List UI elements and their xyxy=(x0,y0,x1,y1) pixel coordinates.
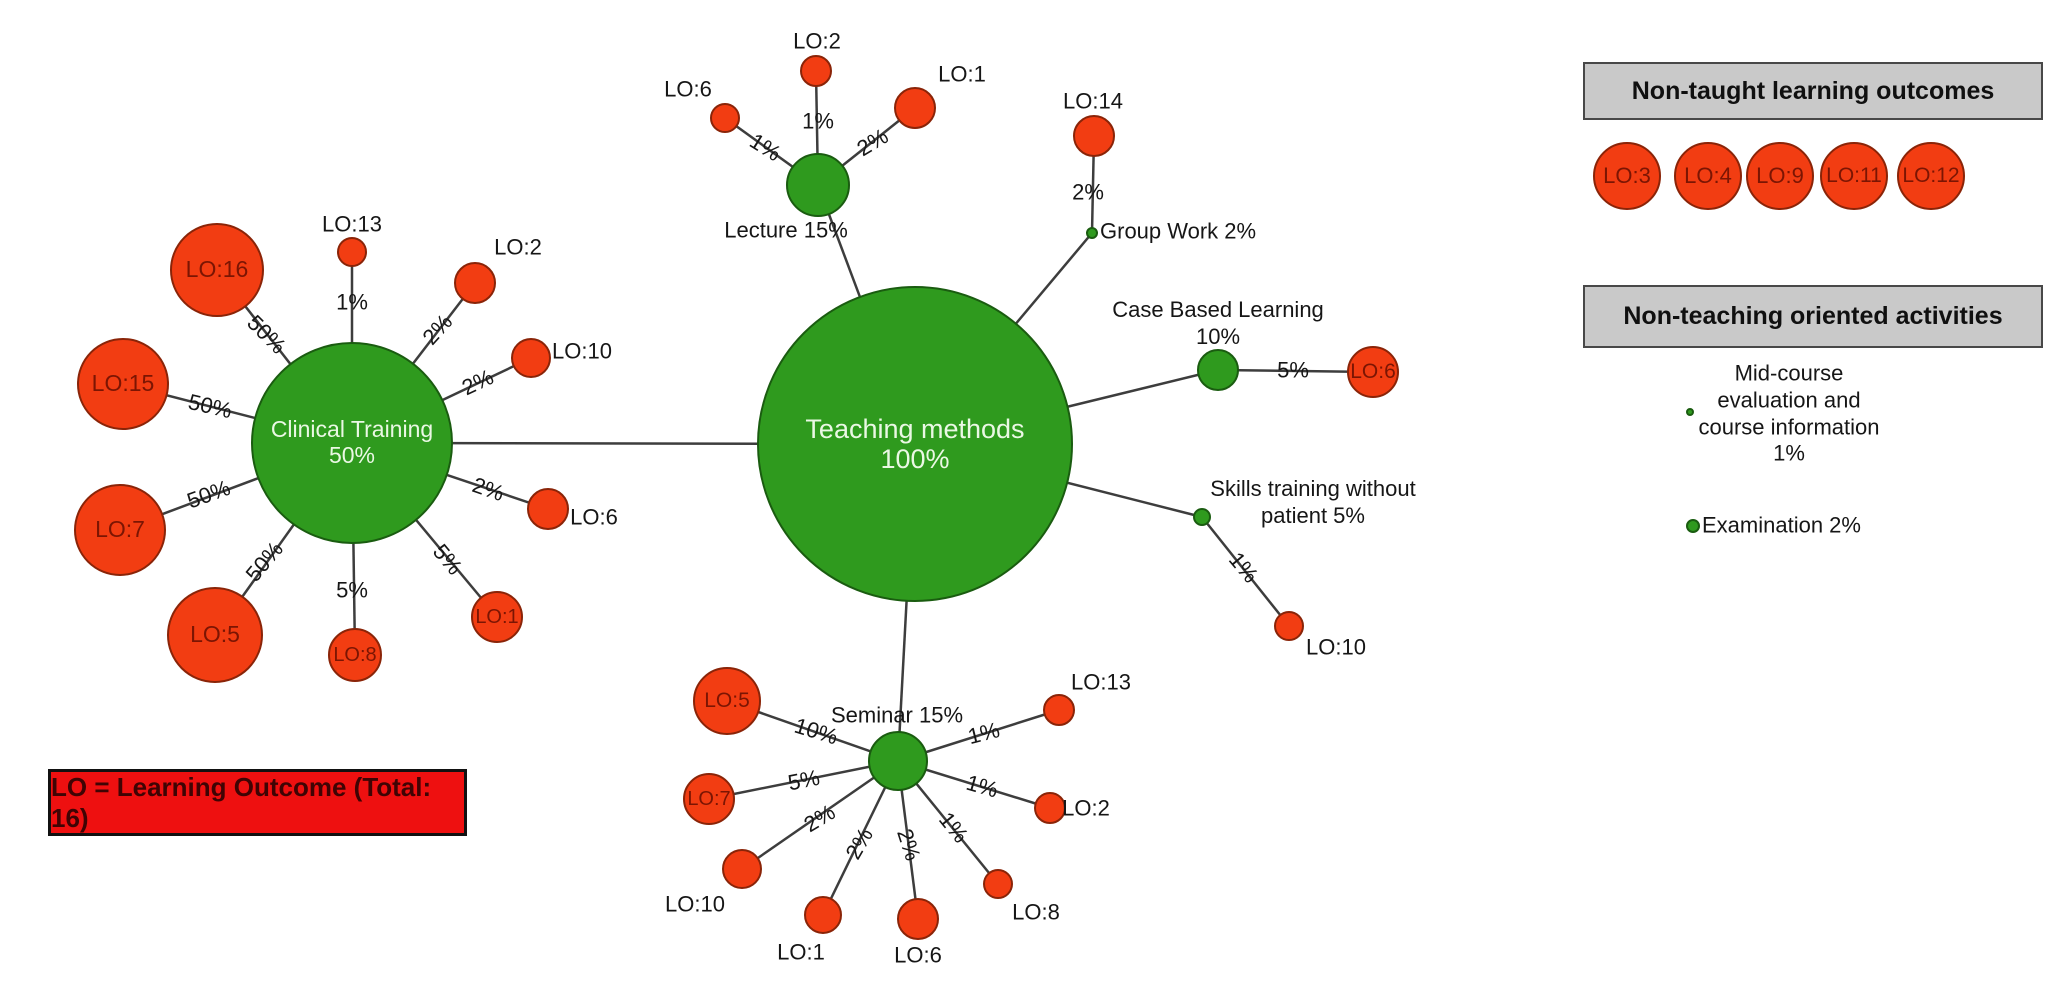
node-clinical-lo15: LO:15 xyxy=(77,338,169,430)
pct-cbl-lo6: 5% xyxy=(1277,357,1309,383)
node-nontaught-lo11: LO:11 xyxy=(1820,142,1888,210)
edge-seminar-seminar-lo7 xyxy=(708,759,899,801)
node-clinical-lo8: LO:8 xyxy=(328,628,382,682)
label-lecture-lo2: LO:2 xyxy=(793,28,841,54)
label-clinical-lo10: LO:10 xyxy=(552,338,612,364)
node-clinical-lo2 xyxy=(454,262,496,304)
label-skills-training: Skills training without patient 5% xyxy=(1210,476,1416,528)
node-clinical-lo5: LO:5 xyxy=(167,587,263,683)
label-clinical-lo2: LO:2 xyxy=(494,234,542,260)
node-nontaught-lo9: LO:9 xyxy=(1746,142,1814,210)
node-skills-lo10 xyxy=(1274,611,1304,641)
node-case-based-learning xyxy=(1197,349,1239,391)
non-teaching-header: Non-teaching oriented activities xyxy=(1583,285,2043,348)
node-clinical-lo6 xyxy=(527,488,569,530)
label-examination: Examination 2% xyxy=(1702,512,1861,538)
label-skills-lo10: LO:10 xyxy=(1306,634,1366,660)
label-case-based-learning: Case Based Learning 10% xyxy=(1112,297,1324,349)
node-clinical-lo16: LO:16 xyxy=(170,223,264,317)
label-clinical-lo6: LO:6 xyxy=(570,504,618,530)
label-seminar-lo1: LO:1 xyxy=(777,939,825,965)
label-group-work: Group Work 2% xyxy=(1100,218,1257,244)
node-seminar-lo1 xyxy=(804,896,842,934)
label-clinical-lo13: LO:13 xyxy=(322,211,382,237)
node-clinical-training: Clinical Training 50% xyxy=(251,342,453,544)
node-clinical-lo13 xyxy=(337,237,367,267)
label-lecture-lo6: LO:6 xyxy=(664,76,712,102)
node-seminar-lo7: LO:7 xyxy=(683,773,735,825)
pct-lecture-lo2: 1% xyxy=(802,108,834,134)
node-seminar-lo13 xyxy=(1043,694,1075,726)
node-group-work xyxy=(1086,227,1098,239)
node-lecture xyxy=(786,153,850,217)
label-seminar-lo6: LO:6 xyxy=(894,942,942,968)
node-nontaught-lo12: LO:12 xyxy=(1897,142,1965,210)
node-seminar xyxy=(868,731,928,791)
node-seminar-lo6 xyxy=(897,898,939,940)
node-nontaught-lo3: LO:3 xyxy=(1593,142,1661,210)
node-seminar-lo10 xyxy=(722,849,762,889)
node-seminar-lo8 xyxy=(983,869,1013,899)
node-teaching-methods: Teaching methods 100% xyxy=(757,286,1073,602)
pct-groupwork-lo14: 2% xyxy=(1072,179,1104,205)
label-seminar-lo10: LO:10 xyxy=(665,891,725,917)
node-nontaught-lo4: LO:4 xyxy=(1674,142,1742,210)
pct-clinical-lo13: 1% xyxy=(336,289,368,315)
label-midcourse: Mid-course evaluation and course informa… xyxy=(1698,360,1880,466)
node-examination-dot xyxy=(1686,519,1700,533)
non-taught-header: Non-taught learning outcomes xyxy=(1583,62,2043,120)
node-seminar-lo2 xyxy=(1034,792,1066,824)
node-clinical-lo7: LO:7 xyxy=(74,484,166,576)
label-seminar-lo8: LO:8 xyxy=(1012,899,1060,925)
node-groupwork-lo14 xyxy=(1073,115,1115,157)
node-lecture-lo2 xyxy=(800,55,832,87)
node-cbl-lo6: LO:6 xyxy=(1347,346,1399,398)
label-seminar: Seminar 15% xyxy=(830,702,964,728)
legend-box: LO = Learning Outcome (Total: 16) xyxy=(48,769,467,836)
edge-seminar-seminar-lo10 xyxy=(741,759,899,871)
node-lecture-lo6 xyxy=(710,103,740,133)
node-skills-training xyxy=(1193,508,1211,526)
label-groupwork-lo14: LO:14 xyxy=(1063,88,1123,114)
label-seminar-lo2: LO:2 xyxy=(1062,795,1110,821)
label-seminar-lo13: LO:13 xyxy=(1071,669,1131,695)
edge-skills-training-skills-lo10 xyxy=(1201,516,1290,627)
label-lecture-lo1: LO:1 xyxy=(938,61,986,87)
pct-clinical-lo8: 5% xyxy=(336,577,368,603)
node-clinical-lo1: LO:1 xyxy=(471,591,523,643)
node-clinical-lo10 xyxy=(511,338,551,378)
node-lecture-lo1 xyxy=(894,87,936,129)
node-seminar-lo5: LO:5 xyxy=(693,667,761,735)
node-midcourse-dot xyxy=(1686,408,1694,416)
label-lecture: Lecture 15% xyxy=(724,217,848,243)
